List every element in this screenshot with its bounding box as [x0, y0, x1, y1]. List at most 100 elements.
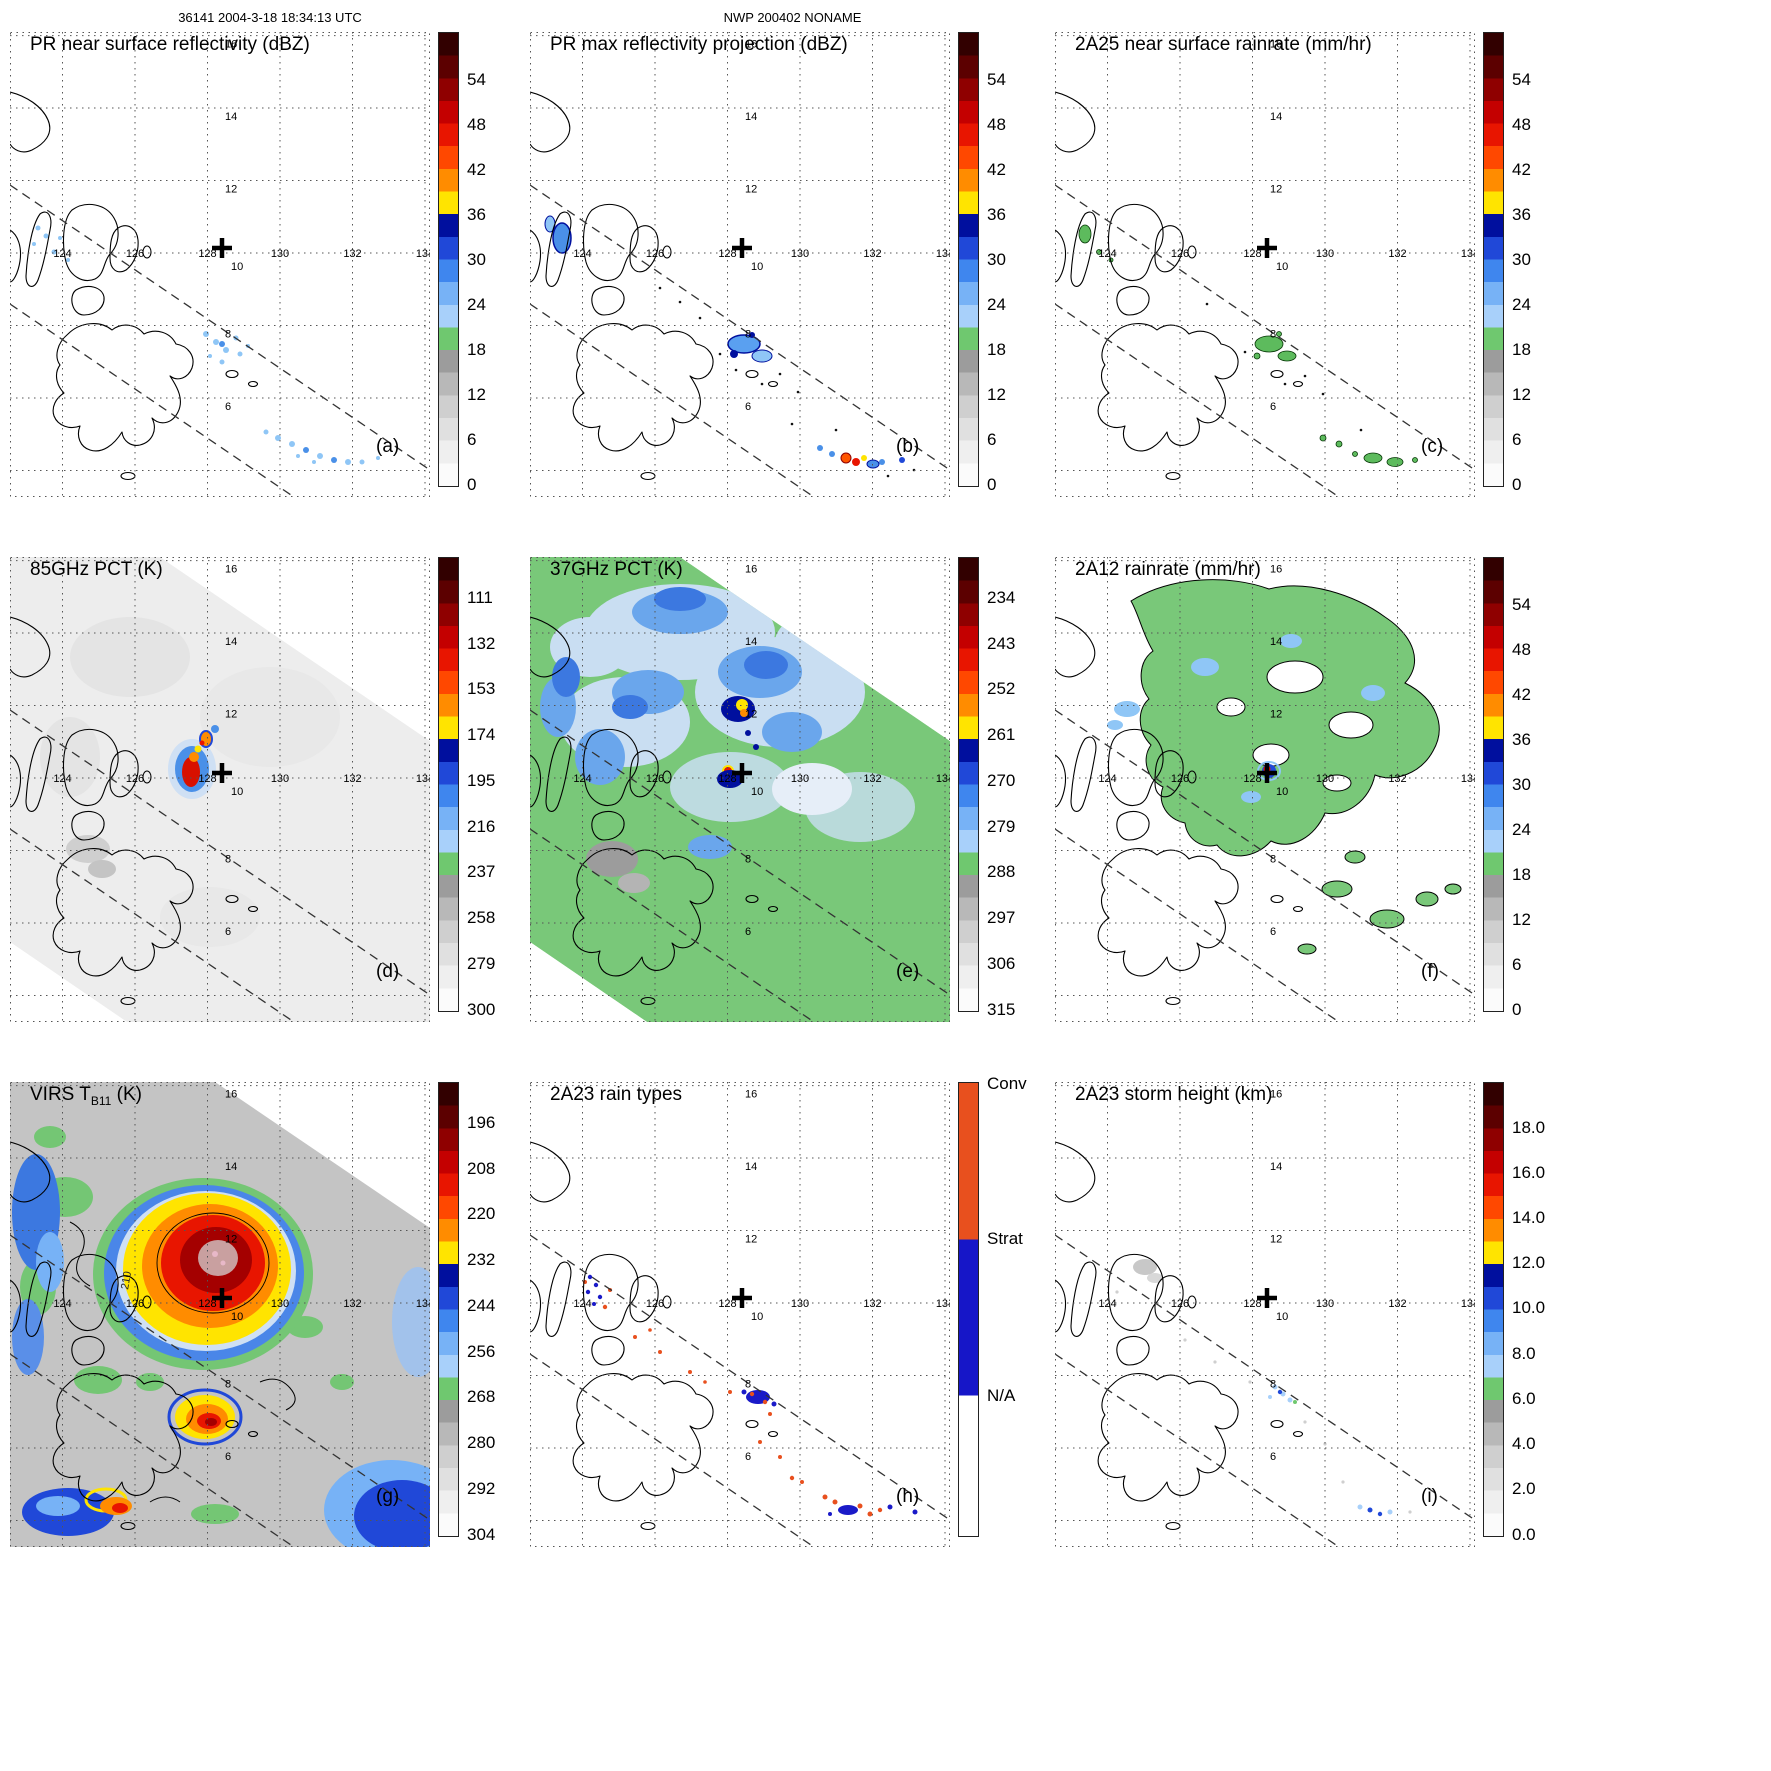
- colorbar-d: 111 132 153 174 195 216 237 258 279 300: [438, 557, 518, 1022]
- colorbar-tick-label: 306: [987, 953, 1016, 973]
- colorbar-gradient: [438, 32, 459, 487]
- colorbar-tick-label: 280: [467, 1433, 496, 1453]
- map-c: 2A25 near surface rainrate (mm/hr) (c): [1055, 32, 1475, 497]
- data-overlay: [32, 225, 380, 465]
- colorbar-tick-label: 18: [1512, 864, 1531, 884]
- colorbar-gradient: [958, 32, 979, 487]
- colorbar-tick-label: 12.0: [1512, 1253, 1546, 1273]
- panel-title: PR max reflectivity projection (dBZ): [550, 34, 848, 55]
- colorbar-tick-label: 30: [1512, 249, 1531, 269]
- colorbar-tick-label: 256: [467, 1341, 496, 1361]
- colorbar-tick-label: 54: [1512, 69, 1531, 89]
- colorbar-tick-label: 36: [1512, 204, 1531, 224]
- colorbar-tick-label: 292: [467, 1478, 496, 1498]
- colorbar-tick-label: 54: [987, 69, 1006, 89]
- colorbar-tick-label: 2.0: [1512, 1479, 1536, 1499]
- swath-lines: [530, 1234, 950, 1547]
- data-overlay: [530, 557, 950, 1022]
- colorbar-tick-label: 30: [987, 249, 1006, 269]
- colorbar-tick-label: 6.0: [1512, 1388, 1536, 1408]
- colorbar-tick-label: 297: [987, 908, 1016, 928]
- map-e: 37GHz PCT (K) (e): [530, 557, 950, 1022]
- data-overlay: [544, 215, 916, 478]
- colorbar-tick-label: 153: [467, 679, 496, 699]
- colorbar-tick-label: 18.0: [1512, 1117, 1546, 1137]
- colorbar-tick-label: 304: [467, 1524, 496, 1544]
- colorbar-tick-label: 30: [1512, 774, 1531, 794]
- colorbar-tick-label: 237: [467, 862, 496, 882]
- colorbar-tick-labels: 196 208 220 232 244 256 268 280 292 304: [467, 1082, 517, 1544]
- map-b: PR max reflectivity projection (dBZ) (b): [530, 32, 950, 497]
- panel-c: 2A25 near surface rainrate (mm/hr) (c) 5…: [1055, 32, 1575, 497]
- panel-title: 2A12 rainrate (mm/hr): [1075, 559, 1261, 580]
- colorbar-gradient: [958, 557, 979, 1012]
- colorbar-tick-label: 24: [467, 294, 486, 314]
- panel-letter: (c): [1421, 436, 1444, 457]
- colorbar-tick-label: 0: [1512, 474, 1522, 494]
- colorbar-tick-label: 36: [987, 204, 1006, 224]
- panel-title: 2A23 storm height (km): [1075, 1084, 1273, 1105]
- swath-lines: [10, 184, 430, 497]
- colorbar-tick-label: 48: [987, 114, 1006, 134]
- colorbar-tick-label: 30: [467, 249, 486, 269]
- colorbar-tick-label: 234: [987, 587, 1016, 607]
- panel-letter: (g): [376, 1486, 400, 1507]
- coastline: [1055, 1141, 1304, 1531]
- colorbar-tick-label: 18: [467, 339, 486, 359]
- data-overlay: [1107, 579, 1462, 955]
- figure-header-row: 36141 2004-3-18 18:34:13 UTC NWP 200402 …: [10, 6, 1771, 32]
- colorbar-tick-label: 111: [467, 587, 493, 607]
- map-svg: [10, 557, 430, 1022]
- map-svg: [530, 557, 950, 1022]
- panel-letter: (e): [896, 961, 920, 982]
- panel-letter: (b): [896, 436, 920, 457]
- colorbar-tick-label: 288: [987, 862, 1016, 882]
- header-case-name: NWP 200402 NONAME: [723, 10, 862, 25]
- colorbar-tick-label: 54: [1512, 594, 1531, 614]
- panel-title: VIRS TB11 (K): [30, 1084, 142, 1108]
- grid-labels: [573, 1088, 950, 1463]
- colorbar-category-label: Strat: [987, 1228, 1023, 1248]
- colorbar-tick-labels: 54 48 42 36 30 24 18 12 6 0: [467, 32, 517, 494]
- panel-a: PR near surface reflectivity (dBZ) (a) 5…: [10, 32, 530, 497]
- map-d: 85GHz PCT (K) (d): [10, 557, 430, 1022]
- colorbar-gradient: [958, 1082, 979, 1537]
- panel-title: PR near surface reflectivity (dBZ): [30, 34, 310, 55]
- colorbar-tick-label: 258: [467, 908, 496, 928]
- map-svg: [530, 1082, 950, 1547]
- panel-letter: (i): [1421, 1486, 1438, 1507]
- colorbar-tick-label: 270: [987, 770, 1016, 790]
- colorbar-i: 18.0 16.0 14.0 12.0 10.0 8.0 6.0 4.0 2.0 0.0: [1483, 1082, 1563, 1547]
- colorbar-tick-label: 0: [467, 474, 477, 494]
- colorbar-tick-label: 0.0: [1512, 1524, 1536, 1544]
- colorbar-tick-label: 12: [1512, 384, 1531, 404]
- colorbar-tick-label: 243: [987, 633, 1016, 653]
- header-timestamp: 36141 2004-3-18 18:34:13 UTC: [178, 10, 362, 25]
- map-svg: [530, 32, 950, 497]
- colorbar-e: 234 243 252 261 270 279 288 297 306 315: [958, 557, 1038, 1022]
- colorbar-tick-label: 174: [467, 725, 496, 745]
- colorbar-category-label: Conv: [987, 1074, 1027, 1094]
- colorbar-tick-label: 132: [467, 633, 496, 653]
- colorbar-gradient: [438, 1082, 459, 1537]
- colorbar-tick-label: 16.0: [1512, 1162, 1546, 1182]
- swath-lines: [1055, 1234, 1475, 1547]
- colorbar-tick-label: 42: [1512, 159, 1531, 179]
- colorbar-category-label: N/A: [987, 1385, 1016, 1405]
- colorbar-tick-label: 18: [1512, 339, 1531, 359]
- colorbar-tick-label: 42: [987, 159, 1006, 179]
- colorbar-b: 54 48 42 36 30 24 18 12 6 0: [958, 32, 1038, 497]
- coastline: [530, 1141, 779, 1531]
- colorbar-tick-label: 6: [467, 429, 477, 449]
- panel-letter: (f): [1421, 961, 1439, 982]
- colorbar-gradient: [1483, 1082, 1504, 1537]
- data-overlay: [583, 1274, 918, 1517]
- colorbar-tick-label: 208: [467, 1158, 496, 1178]
- colorbar-tick-label: 195: [467, 770, 496, 790]
- colorbar-gradient: [1483, 32, 1504, 487]
- colorbar-tick-labels: 54 48 42 36 30 24 18 12 6 0: [1512, 32, 1562, 494]
- panel-letter: (h): [896, 1486, 920, 1507]
- panel-title: 37GHz PCT (K): [550, 559, 683, 580]
- panel-title: 2A25 near surface rainrate (mm/hr): [1075, 34, 1372, 55]
- colorbar-c: 54 48 42 36 30 24 18 12 6 0: [1483, 32, 1563, 497]
